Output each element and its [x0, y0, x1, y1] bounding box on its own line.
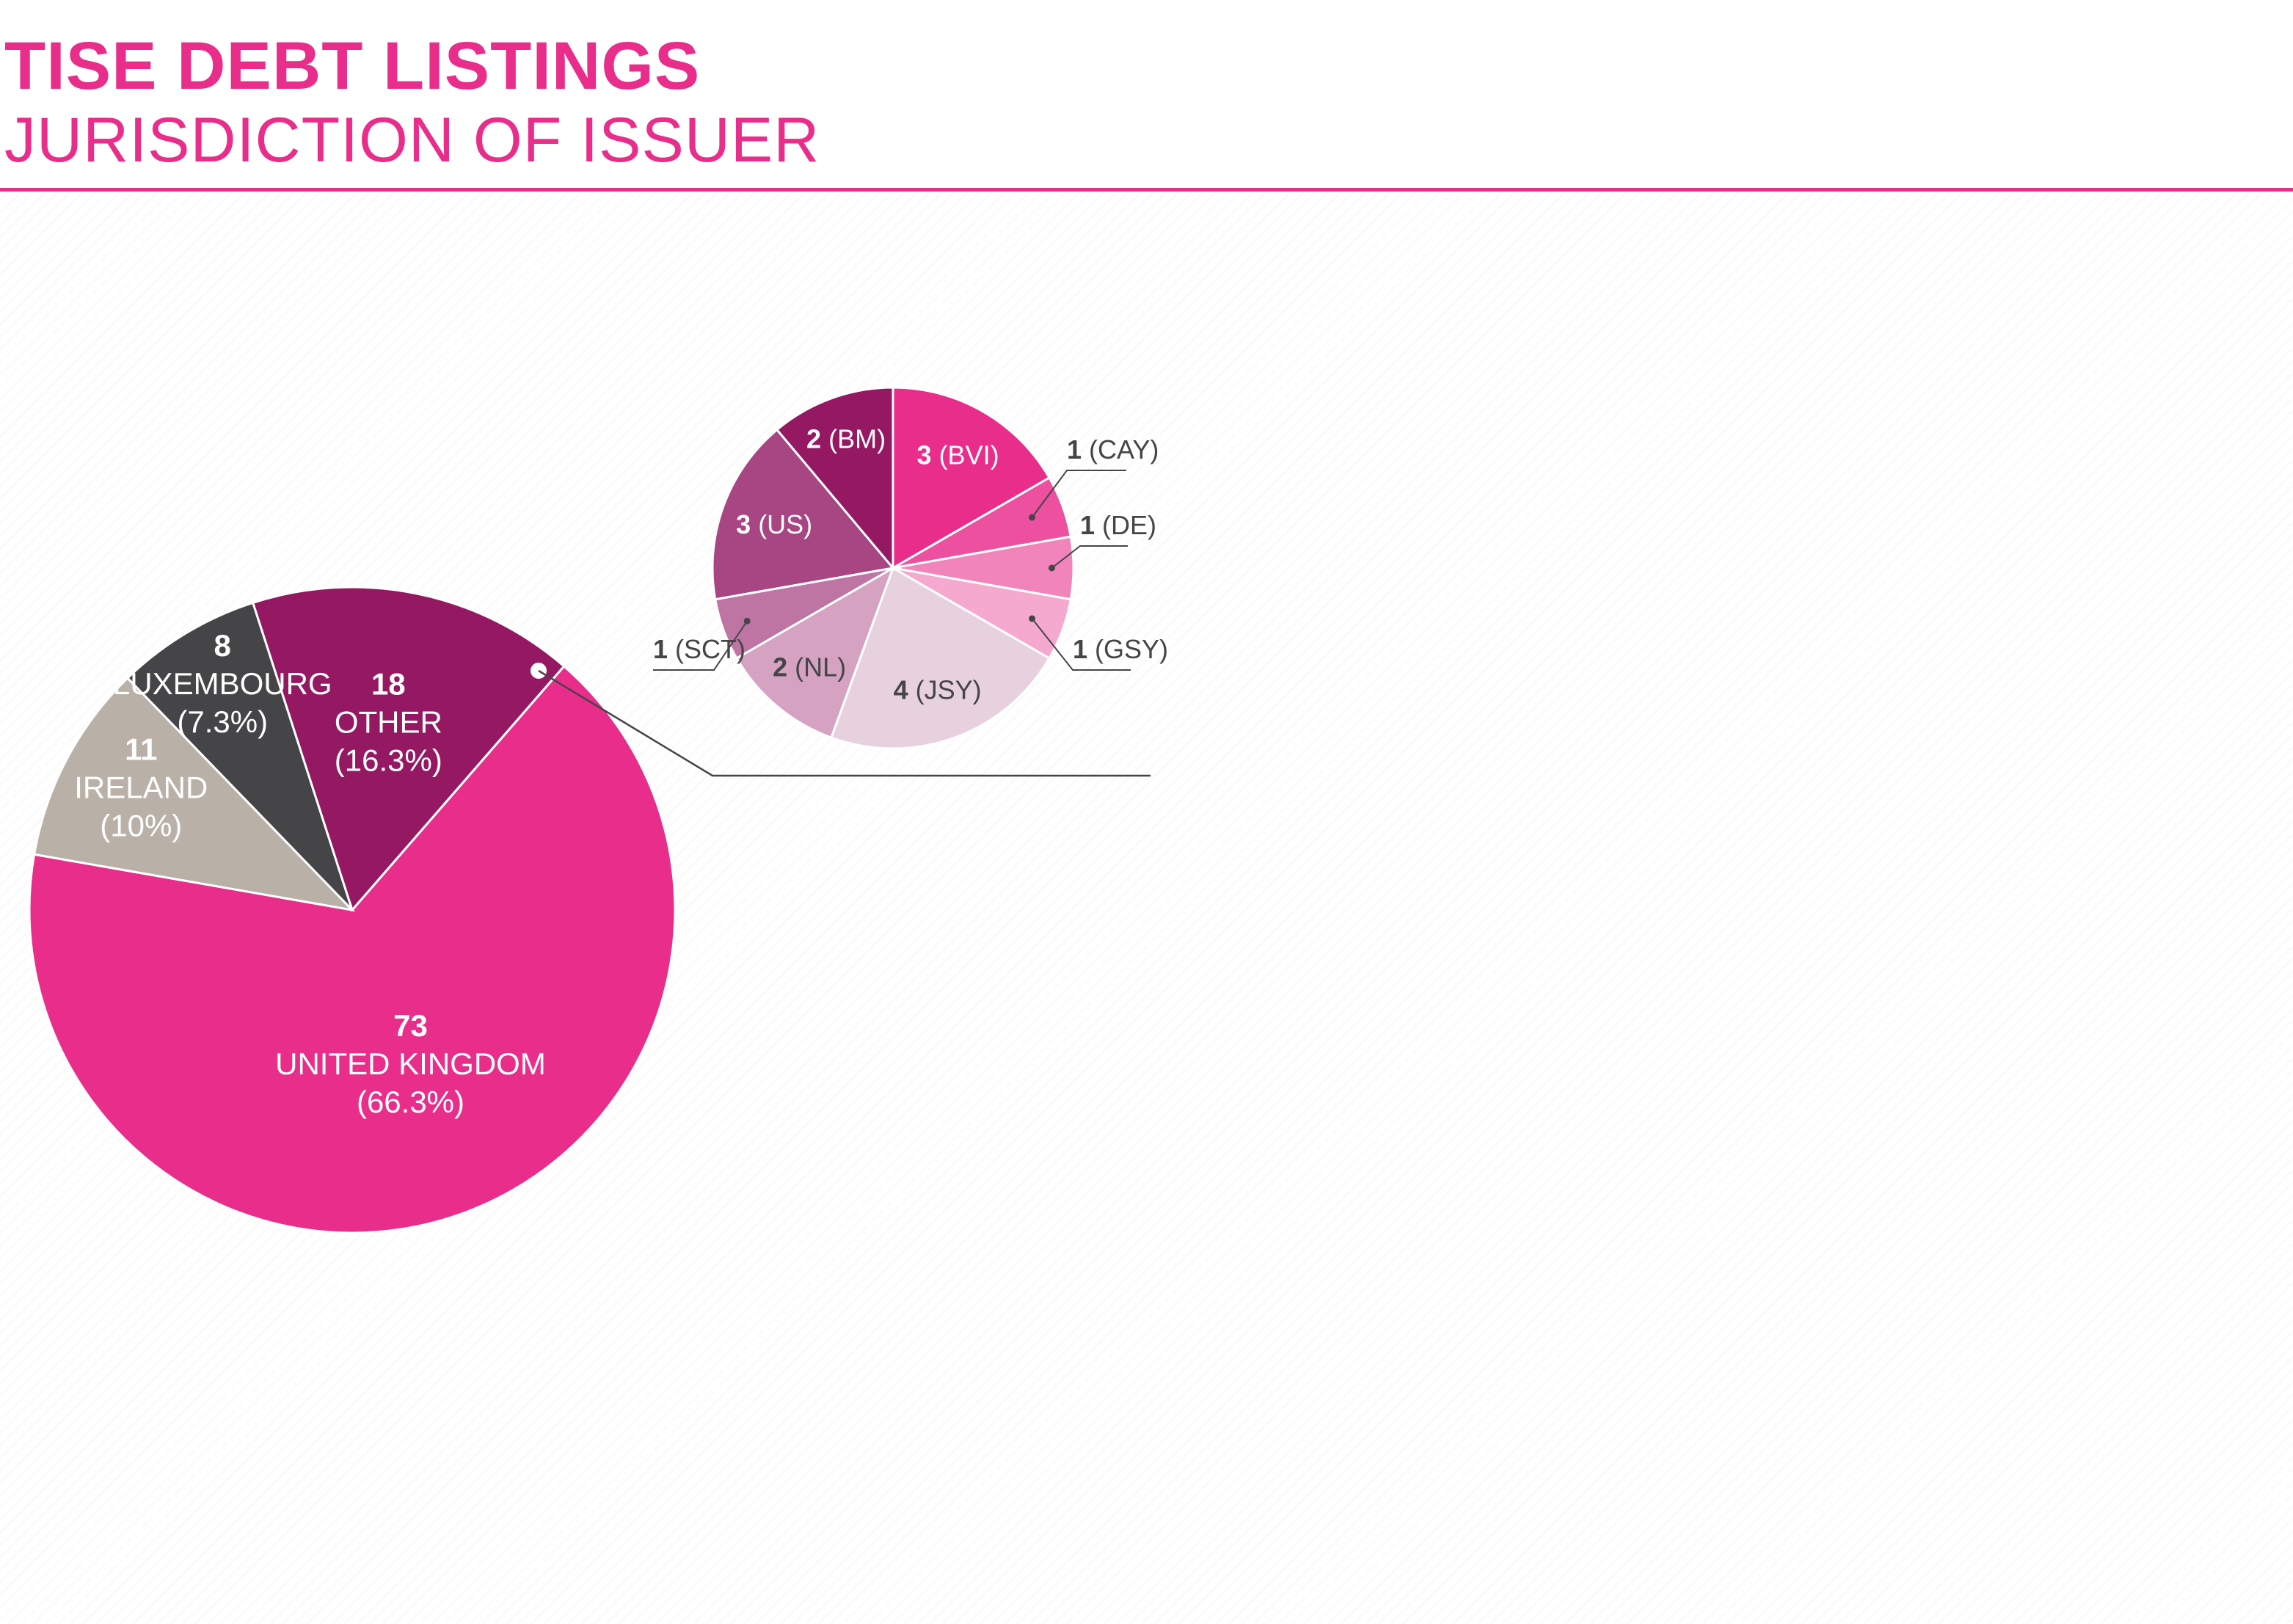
other-count-bvi: 3	[917, 440, 932, 470]
slice-name-other: OTHER	[335, 705, 442, 740]
slice-count-luxembourg: 8	[214, 628, 231, 663]
slice-name-luxembourg: LUXEMBOURG	[113, 666, 332, 701]
other-slice-bvi	[892, 386, 1051, 570]
slice-percent-other: (16.3%)	[335, 743, 442, 778]
slice-percent-united-kingdom: (66.3%)	[357, 1085, 464, 1119]
other-slice-nl	[734, 565, 895, 740]
connector-line	[538, 669, 1151, 777]
other-label-bm: 2 (BM)	[806, 423, 886, 454]
other-breakdown-pie	[711, 386, 1075, 750]
other-connector	[529, 661, 1151, 777]
other-label-us: 3 (US)	[736, 509, 812, 539]
other-count-us: 3	[736, 509, 751, 539]
other-count-nl: 2	[773, 652, 787, 682]
main-pie	[28, 586, 677, 1234]
slice-name-united-kingdom: UNITED KINGDOM	[275, 1046, 546, 1081]
main-slice-luxembourg	[125, 601, 354, 911]
other-name-cay: (CAY)	[1089, 434, 1159, 465]
header-divider	[0, 188, 2293, 192]
leader-line-de	[1051, 545, 1128, 569]
slice-count-other: 18	[371, 667, 406, 702]
header: TISE DEBT LISTINGS JURISDICTION OF ISSUE…	[0, 0, 2293, 192]
other-name-us: (US)	[758, 509, 812, 539]
other-label-cay: 1 (CAY)	[1067, 434, 1159, 465]
slice-percent-ireland: (10%)	[100, 809, 182, 843]
other-label-de: 1 (DE)	[1080, 510, 1156, 540]
other-label-nl: 2 (NL)	[773, 652, 846, 682]
leader-line-sct	[653, 620, 748, 671]
main-slice-ireland	[32, 676, 356, 912]
other-slice-jsy	[829, 566, 1051, 750]
other-label-jsy: 4 (JSY)	[894, 674, 982, 704]
other-name-bm: (BM)	[828, 423, 886, 454]
main-slice-other	[251, 586, 566, 912]
other-slice-bm	[775, 386, 894, 572]
other-count-jsy: 4	[894, 674, 908, 704]
other-count-sct: 1	[653, 634, 668, 664]
other-count-gsy: 1	[1073, 634, 1087, 664]
other-name-de: (DE)	[1102, 510, 1156, 540]
slice-count-united-kingdom: 73	[393, 1008, 428, 1043]
other-count-de: 1	[1080, 510, 1095, 540]
other-name-bvi: (BVI)	[939, 440, 999, 470]
other-name-gsy: (GSY)	[1095, 634, 1168, 664]
chart-title: TISE DEBT LISTINGS	[4, 29, 701, 103]
slice-percent-luxembourg: (7.3%)	[177, 704, 268, 739]
leader-line-gsy	[1031, 618, 1131, 671]
other-slice-us	[711, 428, 895, 601]
chart-subtitle: JURISDICTION OF ISSUER	[4, 105, 820, 175]
other-label-bvi: 3 (BVI)	[917, 440, 999, 470]
other-count-bm: 2	[806, 423, 821, 454]
other-name-jsy: (JSY)	[916, 674, 982, 704]
slice-name-ireland: IRELAND	[74, 771, 208, 805]
other-label-sct: 1 (SCT)	[653, 634, 746, 664]
slice-count-ireland: 11	[125, 732, 157, 767]
main-slice-united-kingdom	[28, 664, 677, 1234]
other-count-cay: 1	[1067, 434, 1082, 465]
other-label-gsy: 1 (GSY)	[1073, 634, 1168, 664]
other-name-sct: (SCT)	[675, 634, 746, 664]
leader-line-cay	[1031, 470, 1126, 518]
other-name-nl: (NL)	[795, 652, 846, 682]
